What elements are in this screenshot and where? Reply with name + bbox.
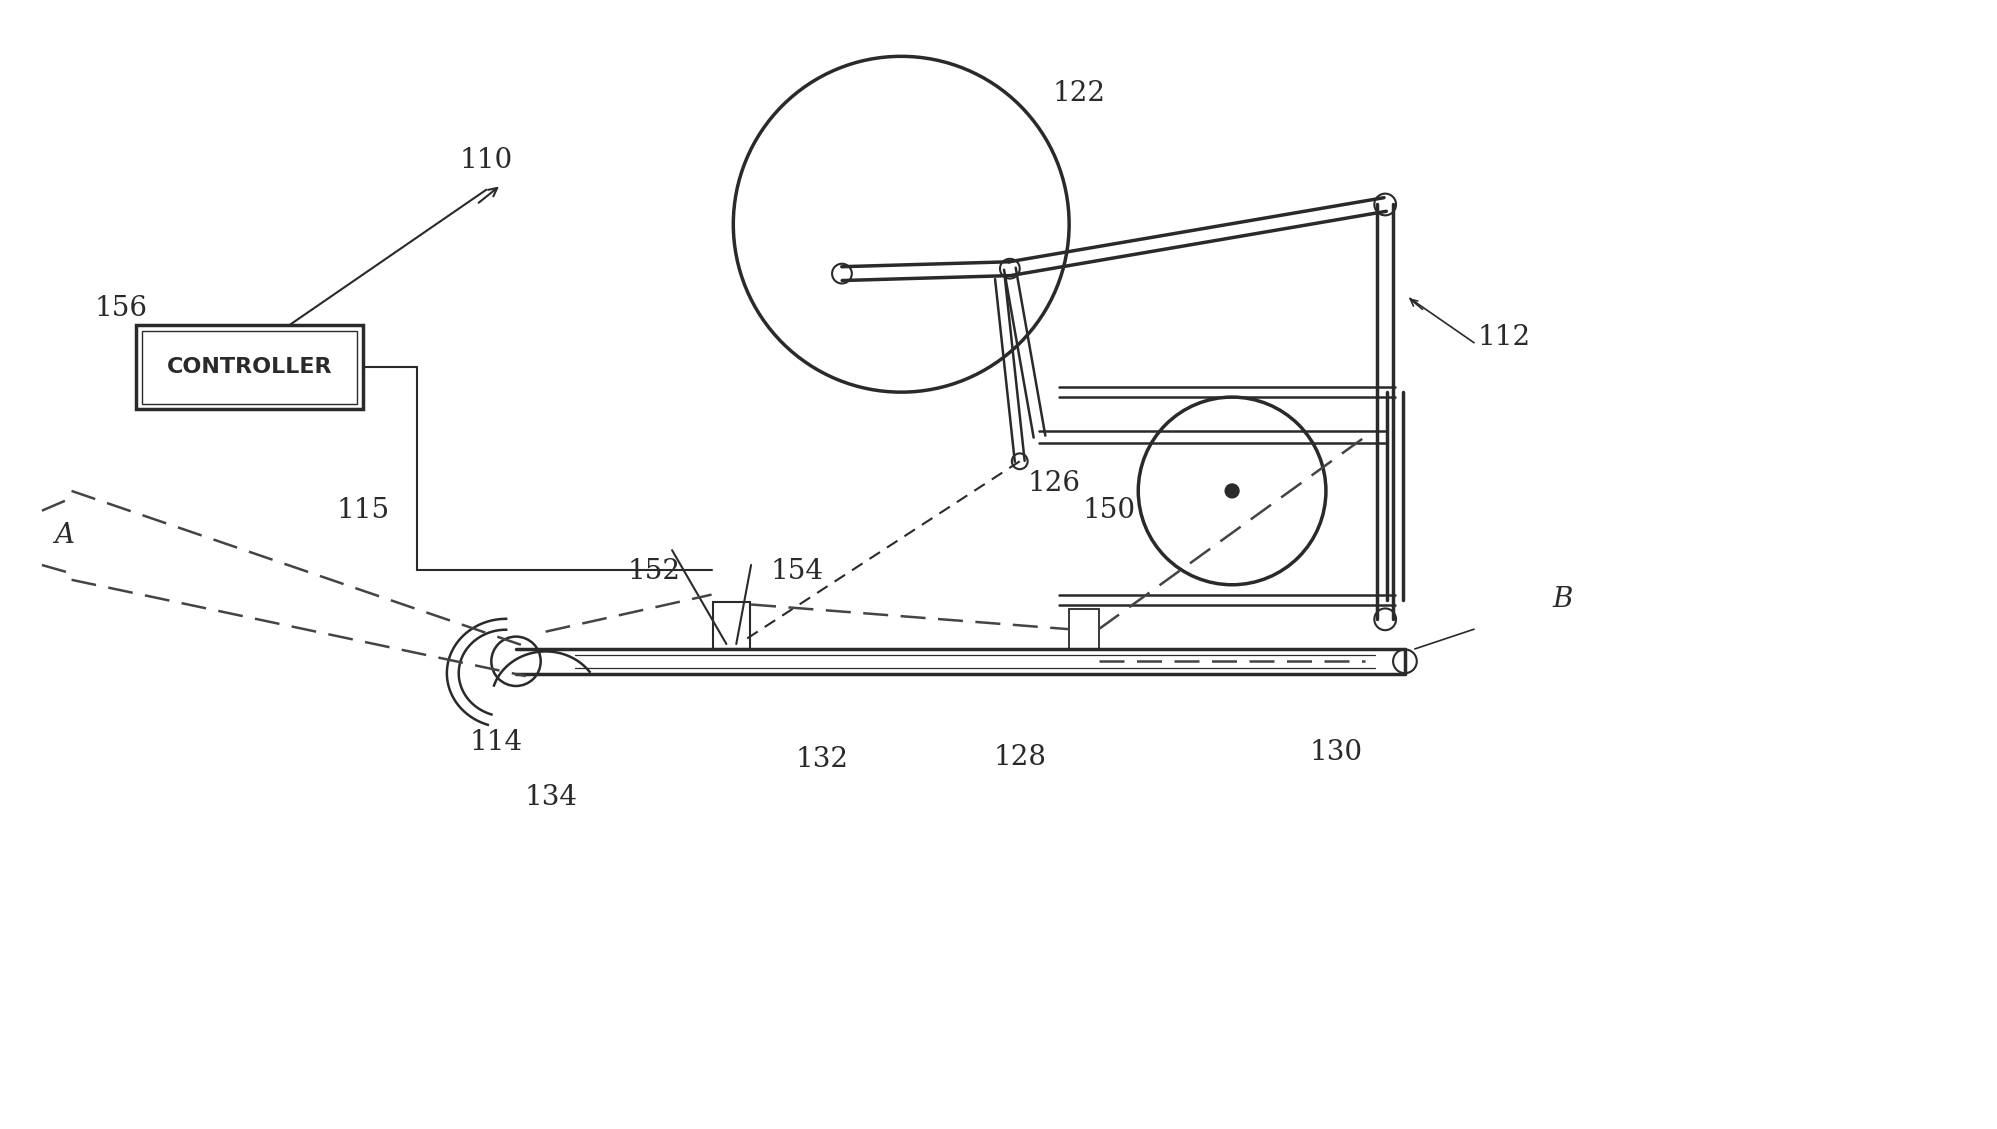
Bar bbox=[136, 325, 363, 410]
Text: 130: 130 bbox=[1310, 739, 1362, 767]
Text: 132: 132 bbox=[795, 746, 849, 773]
Text: 114: 114 bbox=[469, 729, 523, 756]
Text: B: B bbox=[1554, 586, 1574, 613]
Text: 110: 110 bbox=[459, 147, 513, 174]
Bar bbox=[142, 332, 357, 403]
Text: 134: 134 bbox=[523, 784, 577, 811]
Text: 156: 156 bbox=[94, 295, 148, 322]
Text: 122: 122 bbox=[1052, 80, 1106, 107]
Text: 112: 112 bbox=[1478, 324, 1530, 351]
Text: 126: 126 bbox=[1028, 470, 1080, 497]
Text: 150: 150 bbox=[1082, 497, 1134, 524]
Bar bbox=[713, 602, 751, 649]
Bar bbox=[1068, 610, 1098, 649]
Text: 152: 152 bbox=[627, 559, 681, 586]
Text: 154: 154 bbox=[771, 559, 825, 586]
Text: 128: 128 bbox=[993, 744, 1046, 771]
Text: A: A bbox=[54, 522, 74, 549]
Text: CONTROLLER: CONTROLLER bbox=[166, 358, 332, 377]
Circle shape bbox=[1226, 484, 1238, 498]
Text: 115: 115 bbox=[335, 497, 389, 524]
